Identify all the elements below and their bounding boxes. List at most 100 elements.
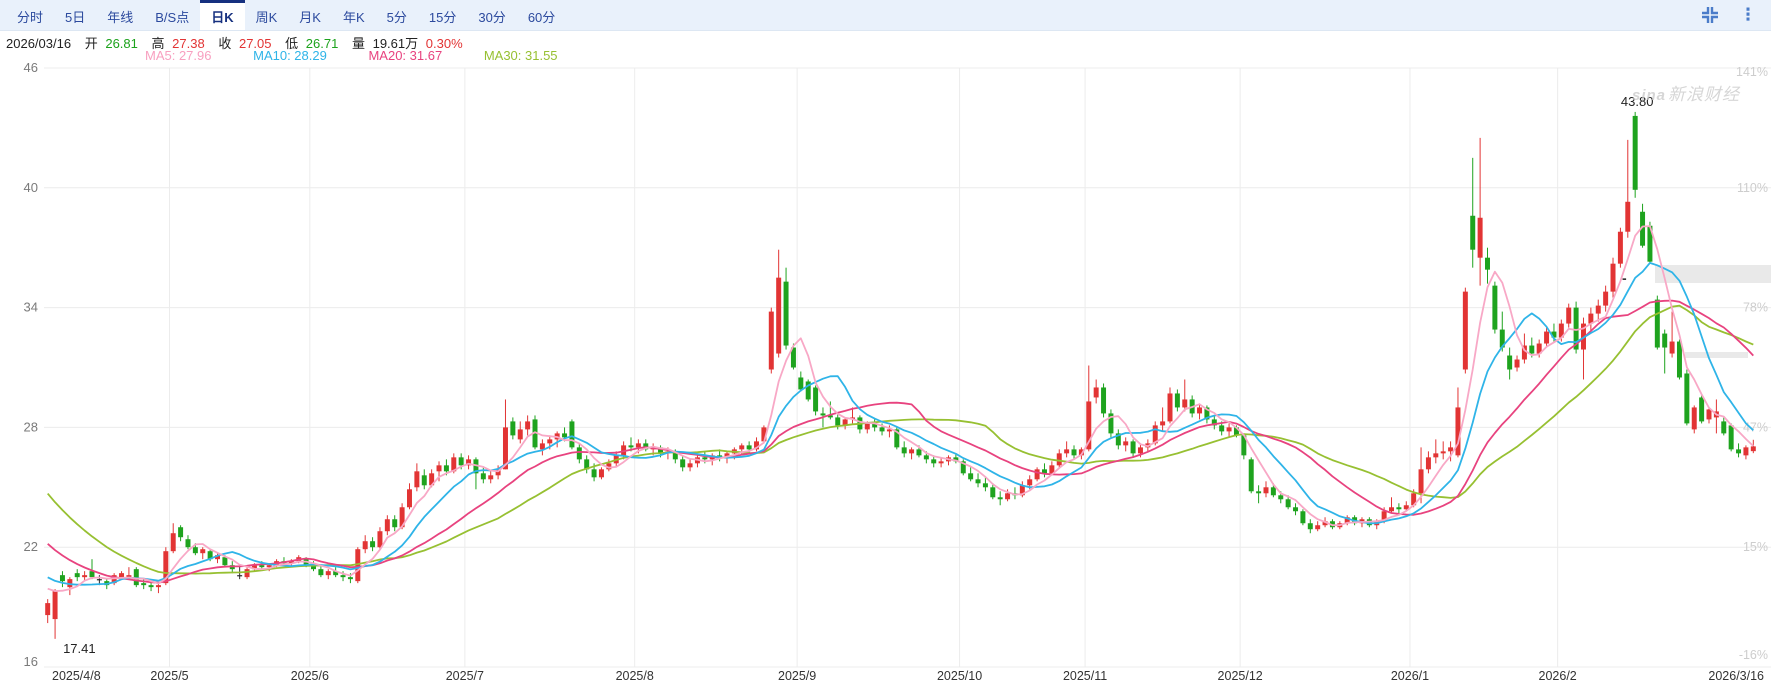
candle[interactable] xyxy=(1485,257,1490,270)
candle[interactable] xyxy=(1123,441,1129,446)
candle[interactable] xyxy=(126,575,132,578)
candle[interactable] xyxy=(790,347,796,368)
candle[interactable] xyxy=(1064,449,1070,454)
candle[interactable] xyxy=(318,569,324,576)
candle[interactable] xyxy=(89,571,95,578)
candle[interactable] xyxy=(1322,521,1328,526)
candle[interactable] xyxy=(768,311,774,370)
candle[interactable] xyxy=(1315,525,1321,530)
candle[interactable] xyxy=(532,419,538,448)
candle[interactable] xyxy=(1078,449,1084,456)
tab-5日[interactable]: 5日 xyxy=(65,10,86,25)
candle[interactable] xyxy=(1027,479,1033,486)
candle[interactable] xyxy=(392,519,398,528)
candle[interactable] xyxy=(1307,523,1313,530)
candle[interactable] xyxy=(1160,421,1166,426)
candle[interactable] xyxy=(1477,217,1483,258)
candle[interactable] xyxy=(133,569,139,586)
candle[interactable] xyxy=(244,569,250,578)
candle[interactable] xyxy=(384,519,390,532)
candle[interactable] xyxy=(1603,291,1609,306)
candle[interactable] xyxy=(406,489,412,508)
candle[interactable] xyxy=(347,577,353,580)
candle[interactable] xyxy=(325,571,331,576)
candle[interactable] xyxy=(163,551,169,584)
candle[interactable] xyxy=(200,549,206,554)
candle[interactable] xyxy=(798,377,804,390)
candle[interactable] xyxy=(864,423,870,430)
candle[interactable] xyxy=(1418,469,1424,494)
candle[interactable] xyxy=(1093,387,1099,398)
candle[interactable] xyxy=(1699,397,1705,422)
candle[interactable] xyxy=(67,579,73,588)
candle[interactable] xyxy=(931,459,937,464)
candle[interactable] xyxy=(591,469,597,478)
candle[interactable] xyxy=(259,565,265,568)
candle[interactable] xyxy=(414,471,420,488)
candle[interactable] xyxy=(1005,493,1011,500)
candle[interactable] xyxy=(59,575,65,582)
candle[interactable] xyxy=(1573,307,1579,350)
candle[interactable] xyxy=(1233,427,1239,436)
candle[interactable] xyxy=(237,575,243,577)
candle[interactable] xyxy=(1669,341,1675,354)
candle[interactable] xyxy=(569,421,575,448)
candle[interactable] xyxy=(502,427,508,470)
candle[interactable] xyxy=(539,443,545,450)
candle[interactable] xyxy=(525,421,531,430)
candle[interactable] xyxy=(1108,413,1114,434)
candle[interactable] xyxy=(1086,401,1092,450)
candle[interactable] xyxy=(222,557,228,566)
candle[interactable] xyxy=(1544,331,1550,344)
candle[interactable] xyxy=(724,453,730,458)
candle[interactable] xyxy=(680,459,686,468)
candle[interactable] xyxy=(1676,341,1682,378)
candle[interactable] xyxy=(783,281,789,346)
candle[interactable] xyxy=(429,473,435,486)
tab-周K[interactable]: 周K xyxy=(255,10,278,25)
candle[interactable] xyxy=(155,585,161,588)
candle[interactable] xyxy=(1219,425,1225,432)
candle[interactable] xyxy=(672,451,678,460)
candle[interactable] xyxy=(1204,407,1210,420)
candle[interactable] xyxy=(192,547,198,554)
candle[interactable] xyxy=(805,381,811,400)
candle[interactable] xyxy=(1736,449,1742,454)
candle[interactable] xyxy=(251,565,257,570)
candle[interactable] xyxy=(1684,373,1690,424)
candle[interactable] xyxy=(687,463,693,468)
candle[interactable] xyxy=(207,551,213,560)
candle[interactable] xyxy=(1278,495,1284,500)
tab-B/S点[interactable]: B/S点 xyxy=(155,10,190,25)
candle[interactable] xyxy=(1750,446,1756,452)
candle[interactable] xyxy=(1632,115,1638,190)
candle[interactable] xyxy=(1197,407,1203,414)
candle[interactable] xyxy=(923,455,929,460)
candle[interactable] xyxy=(443,465,449,472)
candle[interactable] xyxy=(1566,307,1572,324)
candle[interactable] xyxy=(1728,425,1734,450)
candle[interactable] xyxy=(1403,505,1409,510)
candle[interactable] xyxy=(119,573,125,578)
tab-年K[interactable]: 年K xyxy=(342,10,365,25)
candle[interactable] xyxy=(901,447,907,454)
candle[interactable] xyxy=(1071,449,1077,456)
candle[interactable] xyxy=(1507,355,1513,370)
candle[interactable] xyxy=(1241,435,1247,456)
candle[interactable] xyxy=(776,277,782,354)
candle[interactable] xyxy=(1625,201,1631,232)
candle[interactable] xyxy=(1049,465,1055,474)
tab-5分[interactable]: 5分 xyxy=(386,10,407,25)
candle[interactable] xyxy=(141,583,147,586)
candle[interactable] xyxy=(1344,517,1350,524)
candle[interactable] xyxy=(621,445,627,456)
candle[interactable] xyxy=(82,575,88,578)
tab-30分[interactable]: 30分 xyxy=(478,10,506,25)
candle[interactable] xyxy=(311,565,316,570)
candle[interactable] xyxy=(1455,407,1461,456)
candle[interactable] xyxy=(1462,291,1468,370)
candle[interactable] xyxy=(1137,447,1143,454)
candle[interactable] xyxy=(1182,399,1188,408)
candle[interactable] xyxy=(1499,329,1505,348)
candle[interactable] xyxy=(1293,507,1299,512)
